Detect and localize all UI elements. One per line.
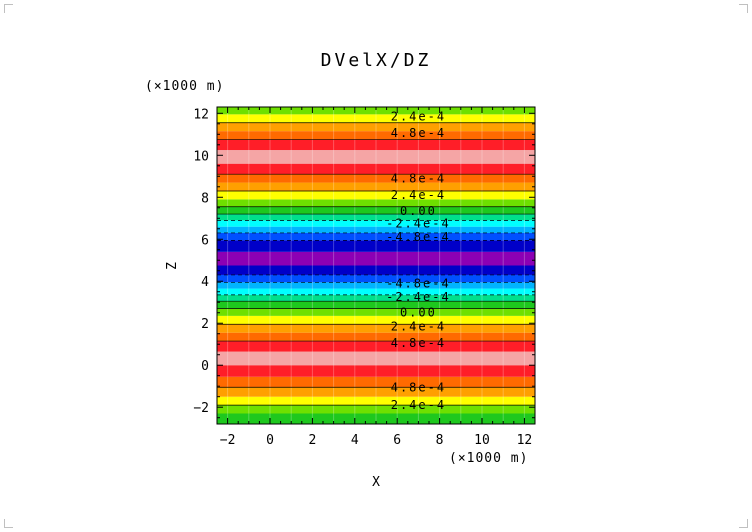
contour-label: 4.8e-4: [391, 171, 446, 185]
contour-label: -4.8e-4: [386, 276, 451, 290]
color-band: [217, 240, 535, 252]
color-band: [217, 265, 535, 275]
color-band: [217, 107, 535, 115]
color-band: [217, 131, 535, 140]
color-band: [217, 182, 535, 191]
y-axis-unit-label: (×1000 m): [145, 79, 224, 94]
color-band: [217, 396, 535, 406]
color-band: [217, 214, 535, 221]
contour-label: 0.00: [400, 204, 437, 218]
color-bands: [217, 107, 535, 424]
contour-labels: 2.4e-44.8e-44.8e-42.4e-40.00-2.4e-4-4.8e…: [386, 109, 451, 412]
y-tick-label: 2: [201, 317, 209, 332]
y-tick-label: 4: [201, 275, 209, 290]
color-band: [217, 199, 535, 207]
x-axis-unit-label: (×1000 m): [449, 451, 528, 466]
color-band: [217, 413, 535, 424]
color-band: [217, 294, 535, 302]
y-axis-label: Z: [165, 262, 180, 270]
color-band: [217, 150, 535, 164]
x-tick-label: 6: [393, 433, 401, 448]
x-tick-label: 12: [517, 433, 533, 448]
contour-label: -2.4e-4: [386, 217, 451, 231]
contour-label: 2.4e-4: [391, 398, 446, 412]
color-band: [217, 282, 535, 289]
y-tick-label: 6: [201, 233, 209, 248]
y-tick-label: 10: [193, 149, 209, 164]
contour-label: -2.4e-4: [386, 290, 451, 304]
chart-title: DVelX/DZ: [321, 50, 432, 71]
x-tick-label: 4: [351, 433, 359, 448]
color-band: [217, 220, 535, 227]
corner-mark: [739, 4, 748, 13]
color-band: [217, 308, 535, 316]
contour-lines: [217, 122, 535, 406]
x-tick-label: −2: [220, 433, 236, 448]
grid-lines: [227, 107, 525, 424]
x-tick-label: 10: [474, 433, 490, 448]
x-tick-label: 8: [436, 433, 444, 448]
y-tick-label: −2: [193, 401, 209, 416]
x-tick-label: 0: [266, 433, 274, 448]
contour-label: 2.4e-4: [391, 188, 446, 202]
x-tick-label: 2: [308, 433, 316, 448]
color-band: [217, 232, 535, 241]
color-band: [217, 251, 535, 266]
color-band: [217, 226, 535, 233]
color-band: [217, 206, 535, 215]
corner-mark: [4, 4, 13, 13]
color-band: [217, 174, 535, 183]
x-axis-label: X: [372, 475, 380, 490]
y-tick-label: 8: [201, 191, 209, 206]
color-band: [217, 324, 535, 333]
contour-label: 2.4e-4: [391, 109, 446, 123]
color-band: [217, 163, 535, 175]
contour-label: 2.4e-4: [391, 319, 446, 333]
contour-label: 4.8e-4: [391, 336, 446, 350]
contour-label: 0.00: [400, 306, 437, 320]
y-tick-label: 0: [201, 359, 209, 374]
contour-label: -4.8e-4: [386, 230, 451, 244]
contour-label: 4.8e-4: [391, 126, 446, 140]
x-axis-ticks: −2 0 2 4 6 8 10 12: [220, 107, 532, 448]
y-axis-ticks: −2 0 2 4 6 8 10 12: [193, 107, 535, 419]
color-band: [217, 190, 535, 200]
color-band: [217, 122, 535, 132]
color-band: [217, 332, 535, 342]
color-band: [217, 315, 535, 325]
color-band: [217, 341, 535, 352]
color-band: [217, 114, 535, 123]
contour-label: 4.8e-4: [391, 380, 446, 394]
color-band: [217, 139, 535, 151]
color-band: [217, 274, 535, 283]
color-band: [217, 301, 535, 309]
color-band: [217, 288, 535, 295]
corner-mark: [4, 519, 13, 528]
color-band: [217, 365, 535, 377]
corner-mark: [739, 519, 748, 528]
color-band: [217, 376, 535, 388]
y-tick-label: 12: [193, 107, 209, 122]
color-band: [217, 405, 535, 414]
color-band: [217, 387, 535, 397]
color-band: [217, 351, 535, 366]
